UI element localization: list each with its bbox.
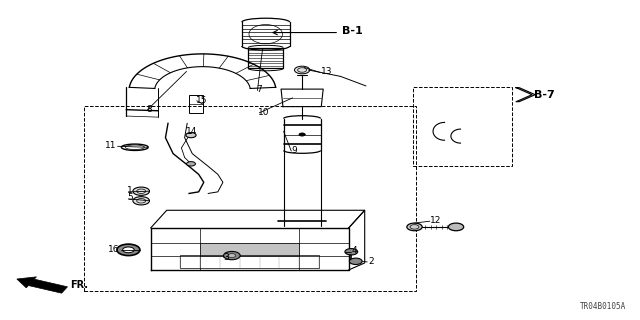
Text: 5: 5	[127, 193, 133, 202]
Circle shape	[123, 247, 134, 253]
Circle shape	[294, 66, 310, 74]
Text: 8: 8	[147, 105, 152, 114]
Circle shape	[345, 249, 358, 255]
Circle shape	[117, 244, 140, 256]
Bar	[189, 95, 203, 113]
Circle shape	[223, 252, 240, 260]
FancyArrow shape	[17, 277, 67, 293]
Circle shape	[186, 132, 196, 138]
Text: FR.: FR.	[70, 280, 88, 290]
Text: 16: 16	[108, 245, 120, 254]
Circle shape	[349, 258, 362, 265]
Text: 12: 12	[430, 216, 441, 225]
Text: 3: 3	[223, 253, 228, 262]
Bar	[200, 243, 300, 256]
Text: 4: 4	[352, 246, 358, 255]
Text: B-7: B-7	[534, 90, 555, 100]
Bar	[413, 87, 511, 166]
Text: TR04B0105A: TR04B0105A	[580, 302, 627, 311]
Circle shape	[299, 133, 305, 136]
Circle shape	[228, 254, 236, 258]
Text: 10: 10	[258, 108, 269, 117]
Text: 7: 7	[256, 85, 262, 94]
Circle shape	[407, 223, 422, 231]
Text: 9: 9	[291, 146, 297, 155]
Circle shape	[133, 187, 150, 196]
Text: 1: 1	[127, 186, 133, 195]
Text: 15: 15	[195, 96, 207, 105]
Bar	[84, 106, 416, 291]
Bar	[180, 255, 319, 268]
Text: 13: 13	[321, 67, 333, 76]
Text: 11: 11	[105, 141, 116, 150]
Text: 14: 14	[186, 127, 197, 136]
Circle shape	[186, 162, 195, 166]
Circle shape	[449, 223, 464, 231]
Circle shape	[133, 197, 150, 205]
Text: B-1: B-1	[342, 26, 363, 36]
Text: 2: 2	[369, 257, 374, 266]
